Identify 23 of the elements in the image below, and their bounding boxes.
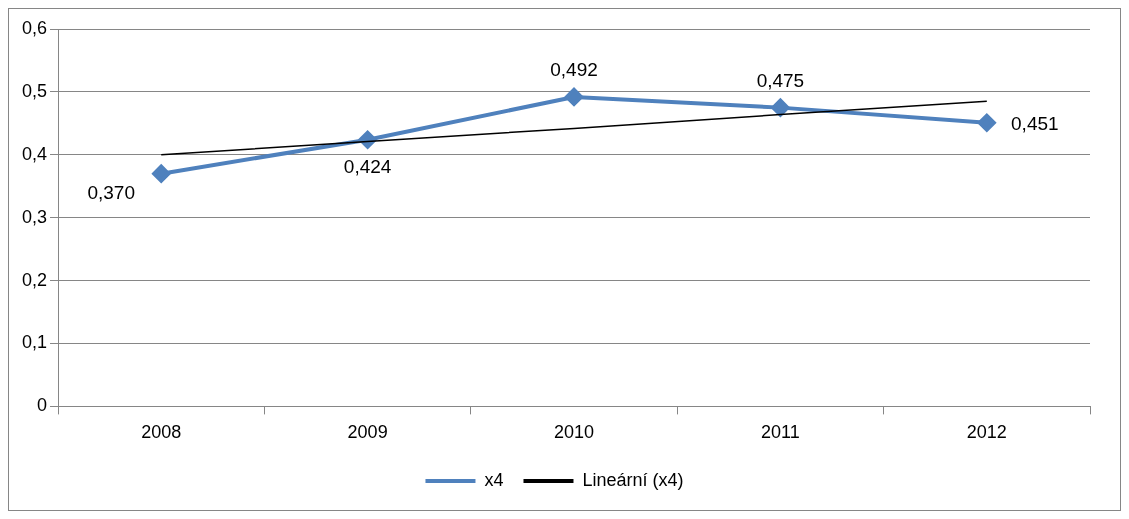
y-tick-label: 0,3: [21, 206, 48, 227]
y-tick-label: 0,2: [21, 269, 48, 290]
point: [977, 113, 996, 132]
x-tick-label: 2011: [761, 422, 800, 443]
x-tick-label: 2009: [347, 422, 388, 443]
y-tick-label: 0,4: [21, 143, 48, 164]
y-tick-label: 0,6: [21, 17, 48, 38]
data-label: 0,451: [1011, 112, 1059, 134]
x-tick-label: 2010: [553, 422, 595, 443]
point: [152, 164, 171, 183]
data-label: 0,424: [343, 155, 392, 177]
data-label: 0,370: [87, 181, 135, 203]
legend-label: Lineární (x4): [582, 469, 684, 490]
y-tick-label: 0,1: [21, 332, 48, 353]
x-tick-label: 2012: [966, 422, 1007, 443]
data-label: 0,492: [550, 59, 598, 81]
y-tick-label: 0,5: [21, 80, 48, 101]
point: [771, 98, 790, 117]
x-tick-label: 2008: [141, 422, 182, 443]
data-label: 0,475: [756, 69, 805, 91]
legend-label: x4: [484, 469, 504, 490]
point: [565, 87, 584, 106]
y-tick-label: 0: [37, 395, 48, 416]
